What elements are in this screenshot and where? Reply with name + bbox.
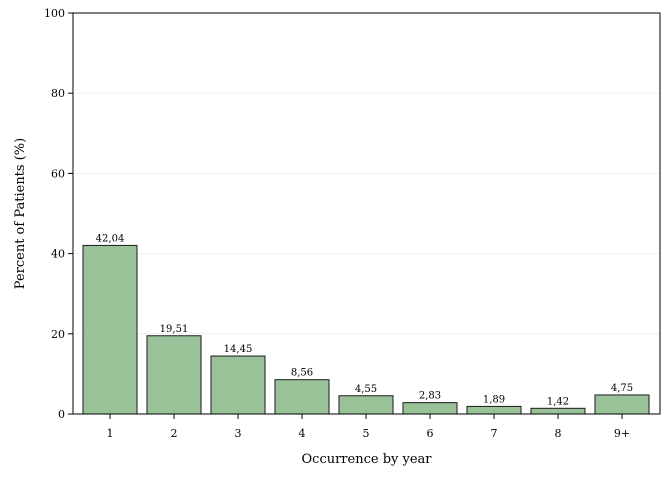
x-tick-label: 4 — [299, 427, 306, 440]
y-tick-label: 60 — [51, 167, 65, 180]
x-tick-label: 5 — [363, 427, 370, 440]
bar-7 — [466, 405, 522, 415]
x-tick-label: 6 — [427, 427, 434, 440]
x-tick-label: 7 — [491, 427, 498, 440]
data-label: 1,89 — [483, 394, 505, 405]
bar-6 — [402, 402, 458, 415]
y-tick-label: 20 — [51, 328, 65, 341]
value-labels: 42,04 19,51 14,45 8,56 4,55 2,83 1,89 1,42 4,75 — [96, 233, 633, 407]
data-label: 4,55 — [355, 384, 377, 395]
bar-8 — [530, 407, 586, 415]
bar-2 — [146, 335, 202, 415]
x-tick-label: 2 — [171, 427, 178, 440]
y-tick-label: 0 — [58, 408, 65, 421]
x-axis-title: Occurrence by year — [302, 452, 433, 467]
y-axis-ticks: 0 20 40 60 80 100 — [44, 7, 73, 421]
x-tick-label: 8 — [555, 427, 562, 440]
y-tick-label: 80 — [51, 87, 65, 100]
bar-9plus — [594, 394, 650, 415]
y-axis-title: Percent of Patients (%) — [13, 138, 28, 289]
data-label: 4,75 — [611, 383, 633, 394]
x-axis-ticks: 1 2 3 4 5 6 7 8 9+ — [107, 414, 630, 440]
data-label: 19,51 — [160, 324, 189, 335]
x-tick-label: 9+ — [614, 427, 630, 440]
data-label: 8,56 — [291, 368, 313, 379]
bar-5 — [338, 395, 394, 415]
gridlines — [73, 92, 660, 335]
bar-1 — [82, 244, 138, 415]
y-tick-label: 40 — [51, 248, 65, 261]
data-label: 14,45 — [224, 344, 253, 355]
bar-4 — [274, 379, 330, 415]
data-label: 42,04 — [96, 233, 125, 244]
y-tick-label: 100 — [44, 7, 65, 20]
x-tick-label: 1 — [107, 427, 114, 440]
data-label: 2,83 — [419, 391, 441, 402]
bar-3 — [210, 355, 266, 415]
x-tick-label: 3 — [235, 427, 242, 440]
data-label: 1,42 — [547, 396, 569, 407]
